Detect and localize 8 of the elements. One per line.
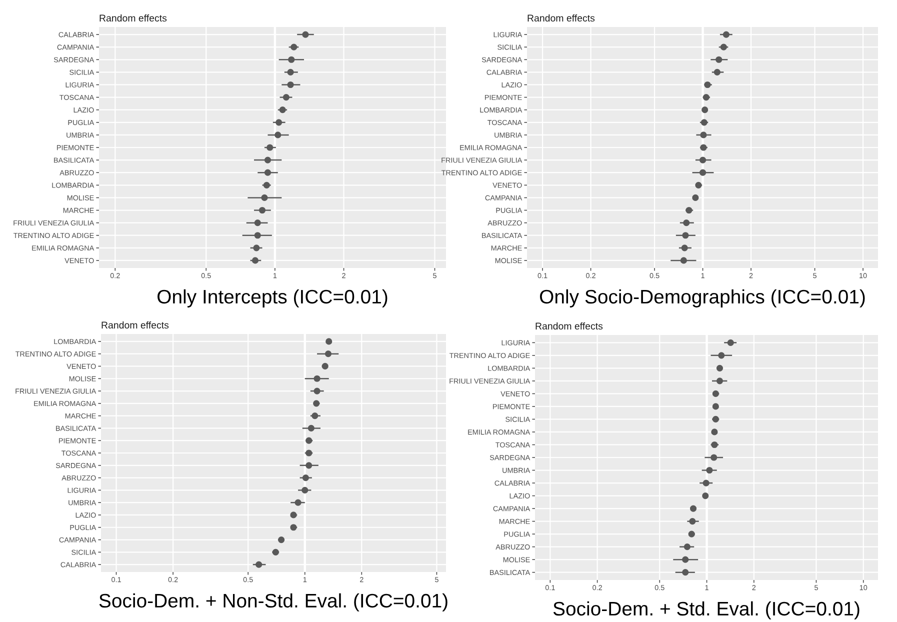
x-axis-title: Only Intercepts (ICC=0.01) — [158, 289, 388, 308]
x-axis-title: Socio-Dem. + Non-Std. Eval. (ICC=0.01) — [99, 593, 448, 612]
chart-title: Random effects — [536, 322, 603, 330]
x-axis-title: Only Socio-Demographics (ICC=0.01) — [540, 289, 865, 308]
chart-title: Random effects — [528, 14, 595, 22]
chart-title: Random effects — [102, 321, 169, 329]
x-axis-title: Socio-Dem. + Std. Eval. (ICC=0.01) — [553, 601, 860, 620]
chart-title: Random effects — [100, 14, 167, 22]
